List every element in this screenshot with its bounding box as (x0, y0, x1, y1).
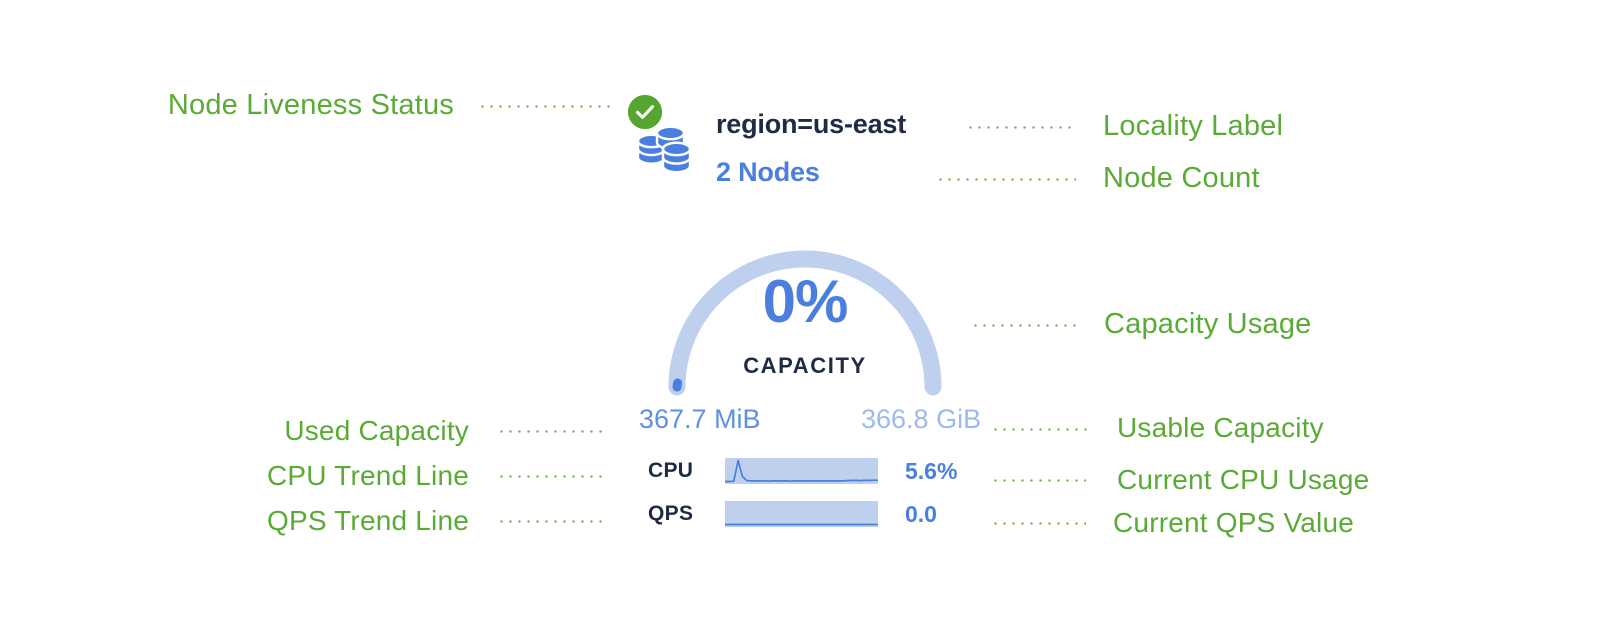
used-capacity-value: 367.7 MiB (639, 404, 761, 434)
qps-current-value: 0.0 (905, 500, 937, 527)
annotation-usable-capacity: Usable Capacity (1117, 412, 1324, 443)
leader-line-node-count (936, 178, 1076, 181)
annotation-cpu-trend-line: CPU Trend Line (266, 460, 469, 491)
leader-line-current-qps-value (991, 522, 1086, 525)
database-stack-icon (634, 119, 696, 186)
leader-line-usable-capacity (991, 428, 1089, 431)
annotation-node-count: Node Count (1103, 162, 1260, 194)
annotation-locality-label: Locality Label (1103, 110, 1284, 142)
gauge-fill (672, 378, 683, 392)
metric-row-qps: QPS 0.0 (648, 499, 937, 529)
metric-label-qps: QPS (648, 502, 694, 525)
qps-sparkline (725, 501, 878, 527)
leader-line-cpu-trend-line (497, 475, 602, 478)
leader-line-locality-label (966, 126, 1074, 129)
cpu-current-value: 5.6% (905, 457, 958, 484)
annotation-current-cpu-usage: Current CPU Usage (1117, 464, 1370, 495)
annotation-qps-trend-line: QPS Trend Line (266, 505, 469, 536)
annotation-capacity-usage: Capacity Usage (1104, 308, 1312, 340)
green-check-circle-icon (628, 95, 662, 129)
leader-line-qps-trend-line (497, 520, 602, 523)
annotation-node-liveness-status: Node Liveness Status (167, 89, 454, 121)
usable-capacity-value: 366.8 GiB (861, 404, 982, 434)
leader-line-used-capacity (497, 430, 602, 433)
capacity-gauge (655, 205, 955, 410)
node-count-label: 2 Nodes (716, 157, 820, 187)
gauge-track (668, 250, 942, 396)
metric-row-cpu: CPU 5.6% (648, 456, 957, 486)
leader-line-current-cpu-usage (991, 479, 1086, 482)
metric-label-cpu: CPU (648, 459, 694, 482)
gauge-caption: CAPACITY (743, 353, 867, 378)
leader-line-capacity-usage (971, 324, 1081, 327)
gauge-percent-value: 0% (762, 268, 849, 335)
annotation-used-capacity: Used Capacity (284, 415, 469, 446)
cpu-sparkline (725, 458, 878, 484)
annotation-current-qps-value: Current QPS Value (1113, 507, 1354, 538)
leader-line-node-liveness-status (478, 105, 612, 108)
node-icon-group (628, 95, 708, 183)
locality-label: region=us-east (716, 109, 907, 139)
